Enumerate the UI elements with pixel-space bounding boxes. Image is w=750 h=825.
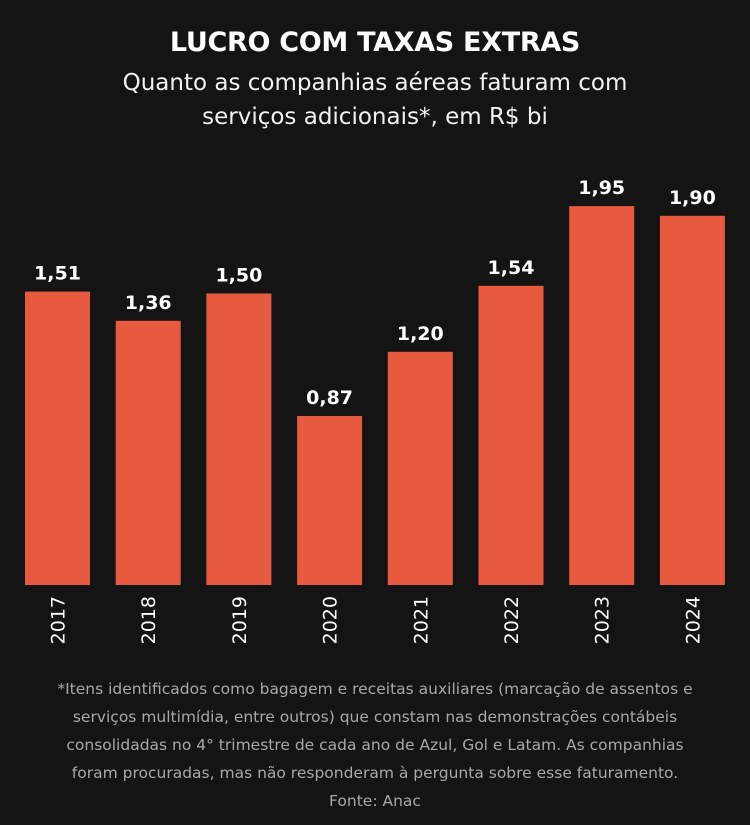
- x-tick-label-2021: 2021: [410, 596, 432, 644]
- subtitle-line: Quanto as companhias aéreas faturam com: [122, 70, 628, 96]
- footnote-line: consolidadas no 4° trimestre de cada ano…: [66, 736, 684, 754]
- bar-chart: 1,51 2017 1,36 2018 1,50 2019 0,87 2020 1,20 2021…: [25, 177, 725, 644]
- data-label-2023: 1,95: [578, 177, 625, 199]
- bar-2022: [478, 285, 544, 585]
- subtitle-line: serviços adicionais*, em R$ bi: [202, 104, 548, 130]
- x-tick-label-2022: 2022: [501, 596, 523, 644]
- data-label-2022: 1,54: [488, 257, 535, 279]
- data-label-2019: 1,50: [215, 265, 262, 287]
- x-tick-label-2020: 2020: [320, 596, 342, 644]
- x-tick-label-2019: 2019: [229, 596, 251, 644]
- chart-subtitle: Quanto as companhias aéreas faturam com …: [0, 66, 750, 134]
- x-tick-label-2017: 2017: [48, 596, 70, 644]
- bar-2024: [659, 215, 725, 586]
- x-tick-label-2018: 2018: [138, 596, 160, 644]
- bar-2017: [25, 291, 90, 585]
- bar-2019: [206, 293, 272, 585]
- footnote-line: *Itens identificados como bagagem e rece…: [57, 680, 693, 698]
- footnote: *Itens identificados como bagagem e rece…: [0, 675, 750, 815]
- data-label-2017: 1,51: [34, 263, 81, 285]
- data-label-2024: 1,90: [669, 187, 716, 209]
- bar-2023: [569, 206, 635, 585]
- chart-title: LUCRO COM TAXAS EXTRAS: [169, 27, 581, 58]
- footnote-line: serviços multimídia, entre outros) que c…: [72, 708, 678, 726]
- x-tick-label-2023: 2023: [592, 596, 614, 644]
- data-label-2021: 1,20: [397, 323, 444, 345]
- bar-2018: [115, 320, 181, 585]
- source-note: Fonte: Anac: [329, 792, 421, 810]
- data-label-2020: 0,87: [306, 387, 353, 409]
- bar-2021: [387, 351, 453, 585]
- bar-2020: [297, 416, 363, 585]
- x-tick-label-2024: 2024: [682, 596, 704, 644]
- data-label-2018: 1,36: [125, 292, 172, 314]
- footnote-line: foram procuradas, mas não responderam à …: [71, 764, 679, 782]
